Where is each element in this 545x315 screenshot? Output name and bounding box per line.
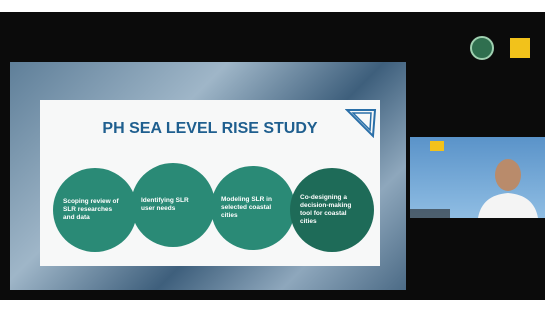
screen: PH SEA LEVEL RISE STUDY Scoping review o…	[0, 0, 545, 315]
participant	[410, 137, 545, 218]
step-circle: Identifying SLR user needs	[131, 163, 215, 247]
step-circle: Modeling SLR in selected coastal cities	[211, 166, 295, 250]
video-tile	[410, 137, 545, 218]
step-circle: Scoping review of SLR researches and dat…	[53, 168, 137, 252]
logos	[470, 36, 534, 62]
slide-title: PH SEA LEVEL RISE STUDY	[40, 120, 380, 138]
step-circle: Co-designing a decision-making tool for …	[290, 168, 374, 252]
